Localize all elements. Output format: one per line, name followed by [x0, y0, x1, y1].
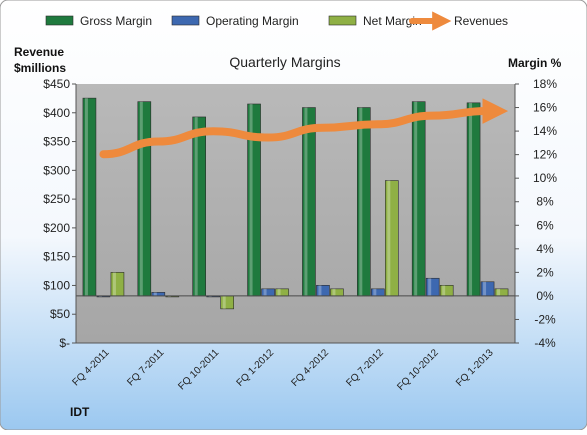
bar-net-margin-fq-4-2012 [330, 289, 343, 296]
right-tick-label: 16% [533, 101, 557, 115]
bar-operating-margin-fq-7-2012 [371, 289, 384, 296]
bar-gross-margin-fq-4-2011 [83, 98, 96, 296]
chart-title: Quarterly Margins [229, 54, 340, 70]
bar-highlight-net-margin-fq-10-2011 [223, 296, 226, 309]
bar-highlight-gross-margin-fq-4-2011 [85, 98, 88, 296]
left-tick-label: $450 [43, 77, 70, 91]
right-tick-label: 14% [533, 124, 557, 138]
right-tick-label: 6% [536, 218, 554, 232]
bar-gross-margin-fq-10-2011 [193, 117, 206, 296]
bar-highlight-net-margin-fq-7-2012 [387, 181, 390, 296]
left-axis-title-line2: $millions [14, 61, 66, 75]
bar-highlight-gross-margin-fq-10-2011 [195, 117, 198, 296]
legend-label-operating-margin: Operating Margin [206, 14, 299, 28]
bar-highlight-net-margin-fq-1-2012 [278, 289, 281, 296]
bar-operating-margin-fq-4-2012 [316, 285, 329, 296]
right-tick-label: 10% [533, 171, 557, 185]
right-tick-label: -2% [534, 312, 556, 326]
bar-highlight-operating-margin-fq-1-2013 [483, 282, 486, 296]
left-tick-label: $- [59, 336, 70, 350]
bar-highlight-net-margin-fq-1-2013 [497, 289, 500, 296]
company-label: IDT [70, 405, 90, 419]
bar-net-margin-fq-7-2012 [385, 181, 398, 296]
bar-net-margin-fq-1-2012 [276, 289, 289, 296]
right-tick-label: 18% [533, 77, 557, 91]
bar-highlight-net-margin-fq-4-2011 [113, 272, 116, 296]
bar-net-margin-fq-10-2012 [440, 285, 453, 296]
left-tick-label: $200 [43, 221, 70, 235]
bar-highlight-gross-margin-fq-7-2011 [140, 102, 143, 296]
bar-highlight-net-margin-fq-4-2012 [332, 289, 335, 296]
legend-swatch-operating-margin [172, 16, 199, 25]
bar-highlight-gross-margin-fq-4-2012 [304, 108, 307, 296]
right-tick-label: 4% [536, 242, 554, 256]
bar-highlight-net-margin-fq-10-2012 [442, 285, 445, 296]
left-tick-label: $150 [43, 250, 70, 264]
left-tick-label: $250 [43, 192, 70, 206]
left-axis-title-line1: Revenue [14, 45, 64, 59]
right-tick-label: 12% [533, 148, 557, 162]
bar-net-margin-fq-4-2011 [111, 272, 124, 296]
legend-label-revenues: Revenues [454, 14, 508, 28]
legend-swatch-net-margin [329, 16, 356, 25]
left-tick-label: $350 [43, 135, 70, 149]
left-tick-label: $400 [43, 106, 70, 120]
bar-gross-margin-fq-1-2013 [467, 103, 480, 296]
bar-net-margin-fq-10-2011 [221, 296, 234, 309]
bar-net-margin-fq-1-2013 [495, 289, 508, 296]
bar-operating-margin-fq-1-2013 [481, 282, 494, 296]
bar-highlight-operating-margin-fq-7-2012 [373, 289, 376, 296]
bar-highlight-operating-margin-fq-4-2012 [318, 285, 321, 296]
right-axis-title: Margin % [508, 56, 562, 70]
bar-gross-margin-fq-10-2012 [412, 102, 425, 296]
left-tick-label: $50 [50, 307, 70, 321]
right-tick-label: 8% [536, 195, 554, 209]
left-tick-label: $300 [43, 163, 70, 177]
legend-swatch-gross-margin [46, 16, 73, 25]
bar-highlight-gross-margin-fq-1-2013 [469, 103, 472, 296]
bar-highlight-operating-margin-fq-10-2012 [428, 278, 431, 296]
left-tick-label: $100 [43, 278, 70, 292]
bar-gross-margin-fq-4-2012 [302, 108, 315, 296]
bar-highlight-gross-margin-fq-7-2012 [359, 108, 362, 296]
bar-highlight-gross-margin-fq-10-2012 [414, 102, 417, 296]
bar-gross-margin-fq-7-2011 [138, 102, 151, 296]
right-tick-label: -4% [534, 336, 556, 350]
bar-operating-margin-fq-10-2012 [426, 278, 439, 296]
bar-gross-margin-fq-7-2012 [357, 108, 370, 296]
bar-operating-margin-fq-7-2011 [152, 292, 165, 296]
right-tick-label: 0% [536, 289, 554, 303]
bar-highlight-operating-margin-fq-1-2012 [264, 289, 267, 296]
right-tick-label: 2% [536, 265, 554, 279]
legend-label-gross-margin: Gross Margin [80, 14, 152, 28]
bar-operating-margin-fq-1-2012 [262, 289, 275, 296]
bar-highlight-operating-margin-fq-7-2011 [154, 292, 157, 296]
